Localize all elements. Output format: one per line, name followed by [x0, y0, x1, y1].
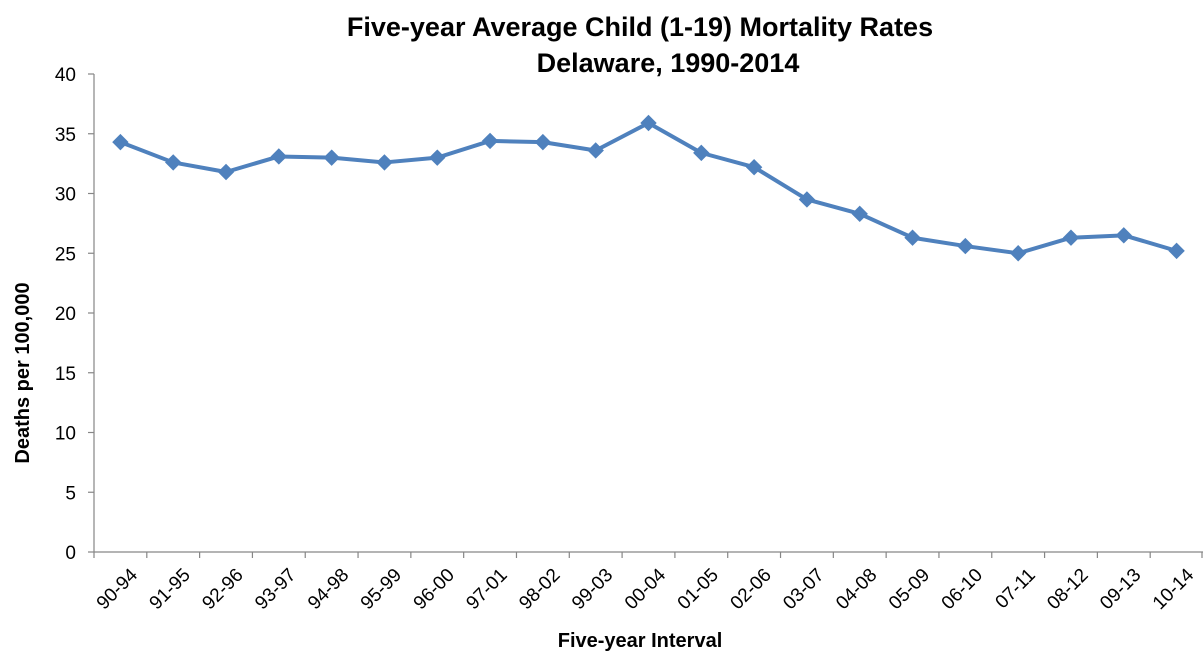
- x-tick-label: 98-02: [515, 565, 564, 614]
- x-axis-label: Five-year Interval: [558, 630, 723, 652]
- data-point-marker: [957, 237, 974, 255]
- data-point-marker: [534, 133, 552, 151]
- data-point-marker: [1115, 227, 1132, 244]
- y-axis: 0 5 10 15 20 25 30 35 40: [55, 65, 95, 564]
- data-point-marker: [429, 149, 446, 166]
- data-point-marker: [1062, 229, 1080, 246]
- data-point-marker: [587, 142, 604, 159]
- x-tick-label: 01-05: [674, 565, 723, 614]
- y-tick-label: 0: [65, 543, 76, 564]
- x-tick-label: 00-04: [621, 564, 671, 614]
- x-tick-label: 93-97: [251, 565, 300, 614]
- y-tick-label: 30: [55, 185, 76, 206]
- x-tick-label: 91-95: [146, 565, 195, 614]
- series-layer: [112, 114, 1185, 262]
- data-point-marker: [851, 205, 868, 223]
- data-point-marker: [693, 144, 710, 162]
- data-point-marker: [745, 159, 763, 176]
- data-point-marker: [323, 149, 340, 166]
- data-point-marker: [640, 114, 657, 132]
- data-point-marker: [112, 133, 129, 151]
- x-tick-label: 06-10: [938, 565, 987, 614]
- x-tick-label: 09-13: [1096, 565, 1145, 614]
- x-tick-label: 96-00: [410, 565, 459, 614]
- x-tick-label: 08-12: [1043, 565, 1092, 614]
- data-point-marker: [481, 132, 499, 150]
- x-tick-label: 90-94: [93, 564, 143, 614]
- data-point-marker: [904, 229, 921, 246]
- y-tick-label: 15: [55, 364, 76, 385]
- x-tick-label: 95-99: [357, 565, 406, 614]
- data-point-marker: [1168, 242, 1185, 260]
- x-tick-label: 07-11: [992, 565, 1040, 613]
- y-tick-label: 20: [55, 304, 76, 325]
- chart-title: Five-year Average Child (1-19) Mortality…: [347, 12, 933, 42]
- chart-subtitle: Delaware, 1990-2014: [537, 48, 800, 78]
- y-tick-label: 40: [55, 65, 76, 86]
- x-axis: 90-94 91-95 92-96 93-97 94-98 95-99 96-00 97-01…: [93, 551, 1203, 614]
- data-point-marker: [1009, 245, 1027, 262]
- data-point-marker: [270, 148, 288, 165]
- x-tick-label: 10-14: [1149, 564, 1199, 614]
- series-line: [118, 120, 1179, 256]
- x-tick-label: 05-09: [885, 565, 934, 614]
- data-point-marker: [165, 154, 182, 171]
- x-tick-label: 03-07: [779, 565, 828, 614]
- x-tick-label: 92-96: [198, 565, 247, 614]
- x-tick-label: 97-01: [462, 565, 511, 614]
- x-tick-label: 02-06: [727, 565, 776, 614]
- y-tick-label: 10: [55, 424, 76, 445]
- y-tick-label: 5: [65, 483, 76, 504]
- x-tick-label: 94-98: [304, 565, 353, 614]
- x-tick-label: 04-08: [832, 565, 881, 614]
- data-point-marker: [798, 191, 816, 208]
- x-tick-label: 99-03: [568, 565, 617, 614]
- data-point-marker: [376, 154, 393, 171]
- data-point-marker: [217, 163, 235, 181]
- y-tick-label: 35: [55, 125, 76, 146]
- y-tick-label: 25: [55, 244, 76, 265]
- y-axis-label: Deaths per 100,000: [12, 282, 34, 463]
